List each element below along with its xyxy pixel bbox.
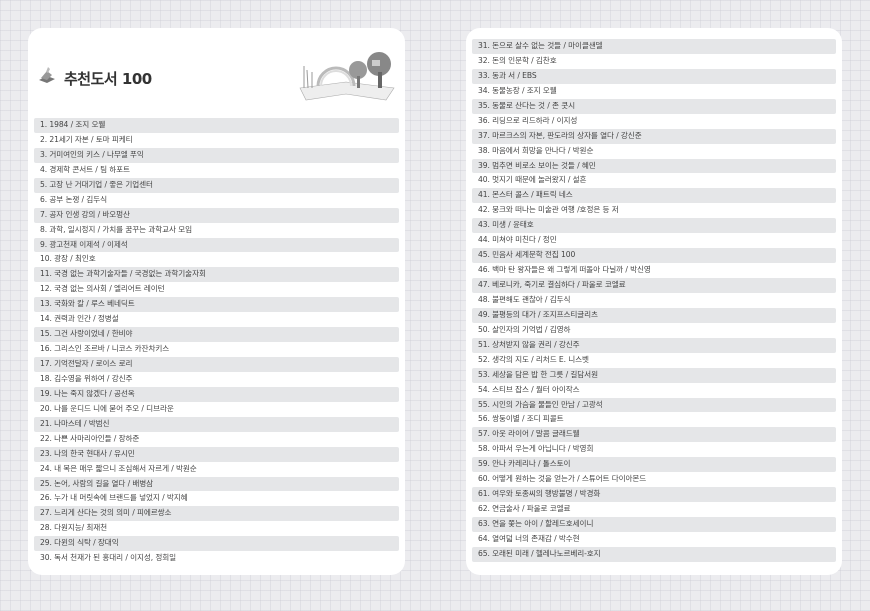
list-item: 14. 권력과 인간 / 정병설	[40, 314, 119, 324]
list-item: 27. 느리게 산다는 것의 의미 / 피에르쌍소	[34, 506, 399, 522]
list-item: 31. 돈으로 살수 없는 것들 / 마이클샌델	[472, 39, 836, 54]
list-item: 44. 미쳐야 미친다 / 정민	[478, 235, 557, 245]
list-item: 20. 나를 운디드 니에 묻어 주오 / 디브라운	[40, 403, 174, 413]
list-item: 34. 동물농장 / 조지 오웰	[478, 85, 557, 95]
list-item: 56. 쌍둥이별 / 조디 피콜트	[478, 414, 564, 424]
list-item: 64. 열여덟 너의 존재감 / 박수현	[478, 533, 580, 543]
list-item: 52. 생각의 지도 / 리처드 E. 니스벳	[478, 354, 589, 364]
book-list-left: 1. 1984 / 조지 오웰 2. 21세기 자본 / 토마 피케티 3. 거…	[34, 118, 399, 566]
list-item: 21. 나마스테 / 박범신	[34, 416, 399, 432]
list-item: 18. 김수영을 위하여 / 강신주	[40, 373, 133, 383]
list-item: 4. 경제학 콘서트 / 팀 하포트	[40, 164, 130, 174]
list-item: 53. 세상을 담은 밥 한 그릇 / 길담서원	[472, 367, 836, 383]
list-item: 24. 내 목은 매우 짧으니 조심해서 자르게 / 박원순	[40, 463, 197, 473]
list-item: 26. 누가 내 머릿속에 브랜드를 넣었지 / 박지혜	[40, 493, 188, 503]
list-item: 59. 안나 카레리나 / 톨스토이	[472, 457, 836, 473]
list-item: 48. 불편해도 괜찮아 / 김두식	[478, 294, 571, 304]
list-item: 54. 스티브 잡스 / 월터 아이작스	[478, 384, 580, 394]
list-item: 49. 불평등의 대가 / 조지프스티글리츠	[472, 307, 836, 323]
list-item: 35. 동물로 산다는 것 / 존 쿳시	[472, 98, 836, 114]
list-item: 50. 살인자의 기억법 / 김영하	[478, 324, 571, 334]
list-item: 51. 상처받지 않을 권리 / 강신주	[472, 337, 836, 353]
list-item: 40. 멋지기 때문에 놀러왔지 / 설흔	[478, 175, 587, 185]
list-item: 5. 고장 난 거대기업 / 좋은 기업센터	[34, 177, 399, 193]
list-item: 38. 마음에서 희망을 만나다 / 박원순	[478, 145, 594, 155]
list-item: 46. 백마 탄 왕자들은 왜 그렇게 떠돌아 다닐까 / 박신영	[478, 265, 651, 275]
list-item: 17. 기억전달자 / 로이스 로리	[34, 357, 399, 372]
list-item: 15. 그건 사랑이었네 / 한비야	[34, 327, 399, 343]
list-item: 57. 아웃 라이어 / 말콤 글래드웰	[472, 427, 836, 443]
list-item: 11. 국경 없는 과학기술자들 / 국경없는 과학기술자회	[34, 267, 399, 283]
book-stack-icon	[39, 67, 55, 83]
list-item: 30. 독서 천재가 된 홍대리 / 이지성, 정회일	[40, 553, 177, 563]
list-item: 63. 연을 쫓는 아이 / 할레드호세이니	[472, 517, 836, 532]
list-item: 29. 다윈의 식탁 / 장대익	[34, 536, 399, 552]
list-item: 3. 거미여인의 키스 / 나무엘 푸익	[34, 147, 399, 163]
list-item: 1. 1984 / 조지 오웰	[34, 118, 399, 133]
list-item: 9. 광고천재 이제석 / 이제석	[34, 237, 399, 253]
list-item: 28. 다원지능/ 최재천	[40, 523, 108, 533]
list-item: 58. 아파서 우는게 아닙니다 / 박영희	[478, 444, 594, 454]
list-item: 12. 국경 없는 의사회 / 엘리어트 레이턴	[40, 284, 165, 294]
list-item: 10. 광장 / 최인호	[40, 254, 96, 264]
list-item: 65. 오래된 미래 / 헬레나노르베리-호지	[472, 546, 836, 562]
list-item: 16. 그리스인 조르바 / 니코스 카잔차키스	[40, 344, 170, 354]
list-item: 32. 돈의 인문학 / 김찬호	[478, 55, 557, 65]
list-item: 43. 미생 / 윤태호	[472, 218, 836, 234]
book-list-right: 31. 돈으로 살수 없는 것들 / 마이클샌델 32. 돈의 인문학 / 김찬…	[472, 39, 836, 562]
list-item: 22. 나쁜 사마리아인들 / 장하준	[40, 433, 140, 443]
list-item: 13. 국화와 칼 / 루스 베네딕트	[34, 297, 399, 313]
list-item: 37. 마르크스의 자본, 판도라의 상자를 열다 / 강신준	[472, 128, 836, 144]
list-item: 25. 논어, 사람의 길을 열다 / 배병삼	[34, 476, 399, 492]
list-item: 47. 베로니카, 죽기로 결심하다 / 파울로 코엘료	[472, 278, 836, 293]
list-item: 45. 민음사 세계문학 전집 100	[472, 248, 836, 264]
list-item: 19. 나는 죽지 않겠다 / 공선옥	[34, 386, 399, 402]
page-title: 추천도서 100	[64, 70, 152, 88]
list-item: 23. 나의 한국 현대사 / 유시민	[34, 446, 399, 462]
list-item: 39. 멈추면 비로소 보이는 것들 / 혜민	[472, 158, 836, 174]
list-item: 41. 몬스터 콜스 / 패트릭 네스	[472, 188, 836, 204]
list-item: 2. 21세기 자본 / 토마 피케티	[40, 134, 133, 144]
list-item: 36. 리딩으로 리드하라 / 이지성	[478, 115, 578, 125]
list-item: 42. 뭉크와 떠나는 미술관 여행 /호정은 등 저	[478, 205, 619, 215]
list-item: 61. 여우와 토종씨의 행방불명 / 박경화	[472, 487, 836, 503]
list-item: 8. 과학, 일시정지 / 가치를 꿈꾸는 과학교사 모임	[40, 224, 192, 234]
list-item: 55. 시인의 가슴을 물들인 만남 / 고광석	[472, 397, 836, 413]
list-item: 6. 공부 논쟁 / 김두식	[40, 194, 107, 204]
left-page-card: 추천도서 100 1. 1984 / 조지 오웰 2. 21세기 자본 / 토마…	[28, 28, 405, 575]
list-item: 7. 공자 인생 강의 / 바오펑산	[34, 207, 399, 223]
list-item: 60. 어떻게 원하는 것을 얻는가 / 스튜어트 다이아몬드	[478, 474, 647, 484]
list-item: 62. 연금술사 / 파울로 코엘료	[478, 504, 571, 514]
right-page-card: 31. 돈으로 살수 없는 것들 / 마이클샌델 32. 돈의 인문학 / 김찬…	[466, 28, 842, 575]
list-item: 33. 동과 서 / EBS	[472, 68, 836, 84]
tree-house-rainbow-book-illustration	[299, 52, 395, 101]
